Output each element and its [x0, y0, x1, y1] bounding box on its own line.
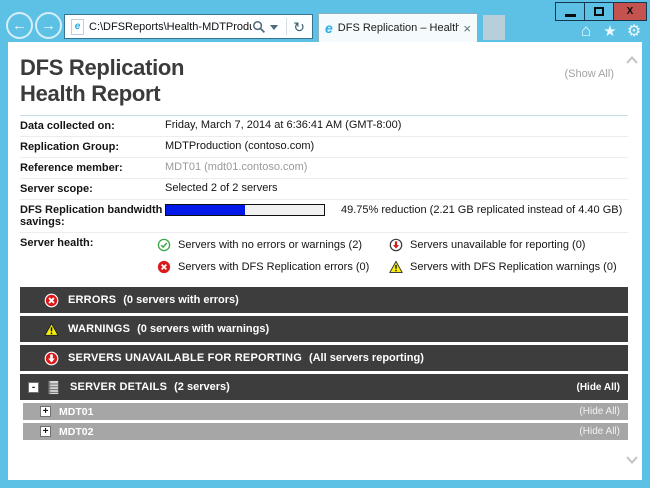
health-item-ok: Servers with no errors or warnings (2): [157, 238, 389, 252]
minimize-button[interactable]: [555, 2, 585, 21]
info-row-replication-group: Replication Group: MDTProduction (contos…: [20, 137, 628, 158]
info-row-reference-member: Reference member: MDT01 (mdt01.contoso.c…: [20, 158, 628, 179]
server-row-mdt01[interactable]: + MDT01 (Hide All): [23, 403, 628, 420]
report-summary-table: Data collected on: Friday, March 7, 2014…: [20, 115, 628, 280]
section-title: SERVER DETAILS: [70, 381, 168, 393]
bandwidth-summary: 49.75% reduction (2.21 GB replicated ins…: [341, 204, 623, 216]
divider: [286, 18, 288, 35]
health-item-unavailable: Servers unavailable for reporting (0): [389, 238, 617, 252]
back-button[interactable]: ←: [6, 12, 33, 39]
section-bar-unavailable[interactable]: SERVERS UNAVAILABLE FOR REPORTING (All s…: [20, 345, 628, 371]
row-value: Selected 2 of 2 servers: [165, 182, 278, 194]
favorites-star-icon[interactable]: ★: [603, 23, 617, 40]
row-label: Replication Group:: [20, 141, 119, 153]
close-icon: X: [626, 6, 634, 17]
info-row-server-health: Server health: Servers with no errors or…: [20, 233, 628, 280]
server-name: MDT01: [59, 405, 94, 418]
health-item-errors: Servers with DFS Replication errors (0): [157, 260, 389, 274]
forward-button[interactable]: →: [35, 12, 62, 39]
maximize-button[interactable]: [584, 2, 614, 21]
warning-icon: [44, 322, 59, 336]
section-title: SERVERS UNAVAILABLE FOR REPORTING: [68, 352, 302, 364]
browser-tab[interactable]: e DFS Replication – Health Re... ×: [318, 13, 478, 42]
server-health-grid: Servers with no errors or warnings (2) S…: [157, 236, 628, 278]
section-bar-server-details[interactable]: - SERVER DETAILS (2 servers) (Hide All): [20, 374, 628, 400]
refresh-icon[interactable]: ↻: [293, 18, 305, 35]
search-icon[interactable]: [252, 20, 266, 34]
row-value: MDT01 (mdt01.contoso.com): [165, 161, 308, 173]
row-value: Friday, March 7, 2014 at 6:36:41 AM (GMT…: [165, 119, 402, 131]
section-detail: (2 servers): [174, 381, 230, 393]
page-favicon-icon: e: [71, 18, 84, 35]
back-icon: ←: [12, 17, 27, 34]
bandwidth-progress-fill: [166, 205, 245, 215]
section-bar-warnings[interactable]: WARNINGS (0 servers with warnings): [20, 316, 628, 342]
section-detail: (0 servers with warnings): [137, 323, 270, 335]
address-input[interactable]: C:\DFSReports\Health-MDTProduction-07Ma: [89, 20, 253, 33]
report-header: DFS Replication Health Report (Show All): [8, 42, 642, 115]
section-bar-errors[interactable]: ERRORS (0 servers with errors): [20, 287, 628, 313]
expand-toggle[interactable]: +: [40, 426, 51, 437]
tab-close-icon[interactable]: ×: [463, 20, 471, 36]
row-label: Server scope:: [20, 183, 93, 195]
health-item-warnings: Servers with DFS Replication warnings (0…: [389, 260, 617, 274]
ok-icon: [157, 238, 171, 252]
row-label: DFS Replication bandwidth savings:: [20, 204, 163, 228]
scroll-up-icon[interactable]: [624, 54, 640, 66]
bandwidth-progress-bar: [165, 204, 325, 216]
expand-toggle[interactable]: +: [40, 406, 51, 417]
browser-toolbar-icons: ⌂ ★ ⚙: [574, 21, 646, 41]
section-title: ERRORS: [68, 294, 117, 306]
home-icon[interactable]: ⌂: [580, 21, 592, 40]
scroll-down-icon[interactable]: [624, 454, 640, 466]
row-value: MDTProduction (contoso.com): [165, 140, 315, 152]
info-row-bandwidth-savings: DFS Replication bandwidth savings: 49.75…: [20, 200, 628, 233]
tab-title: DFS Replication – Health Re...: [337, 22, 460, 34]
server-name: MDT02: [59, 425, 94, 438]
warning-icon: [389, 260, 403, 273]
server-row-mdt02[interactable]: + MDT02 (Hide All): [23, 423, 628, 440]
show-all-link[interactable]: (Show All): [564, 68, 614, 80]
hide-all-link[interactable]: (Hide All): [579, 426, 620, 437]
section-detail: (All servers reporting): [308, 352, 424, 364]
report-page: DFS Replication Health Report (Show All)…: [8, 42, 642, 480]
info-row-server-scope: Server scope: Selected 2 of 2 servers: [20, 179, 628, 200]
minimize-icon: [564, 13, 576, 17]
close-button[interactable]: X: [613, 2, 647, 21]
hide-all-link[interactable]: (Hide All): [576, 381, 620, 393]
unavailable-icon: [389, 238, 403, 252]
unavailable-icon: [44, 351, 59, 365]
address-bar[interactable]: e C:\DFSReports\Health-MDTProduction-07M…: [64, 14, 313, 39]
row-label: Server health:: [20, 237, 94, 249]
hide-all-link[interactable]: (Hide All): [579, 406, 620, 417]
error-icon: [44, 293, 59, 307]
settings-gear-icon[interactable]: ⚙: [626, 23, 642, 40]
forward-icon: →: [41, 17, 56, 34]
section-detail: (0 servers with errors): [123, 294, 239, 306]
server-icon: [48, 380, 59, 394]
new-tab-button[interactable]: [483, 15, 505, 40]
row-label: Reference member:: [20, 162, 123, 174]
error-icon: [157, 260, 171, 274]
section-title: WARNINGS: [68, 323, 131, 335]
info-row-data-collected: Data collected on: Friday, March 7, 2014…: [20, 116, 628, 137]
row-label: Data collected on:: [20, 120, 115, 132]
page-title: DFS Replication Health Report: [20, 55, 185, 106]
maximize-icon: [594, 7, 604, 16]
address-controls: ↻: [252, 15, 312, 38]
report-sections: ERRORS (0 servers with errors) WARNINGS …: [20, 287, 628, 440]
collapse-toggle[interactable]: -: [28, 381, 39, 393]
window-controls: X: [555, 2, 647, 21]
address-dropdown-icon[interactable]: [270, 25, 279, 30]
ie-logo-icon: e: [325, 20, 333, 36]
